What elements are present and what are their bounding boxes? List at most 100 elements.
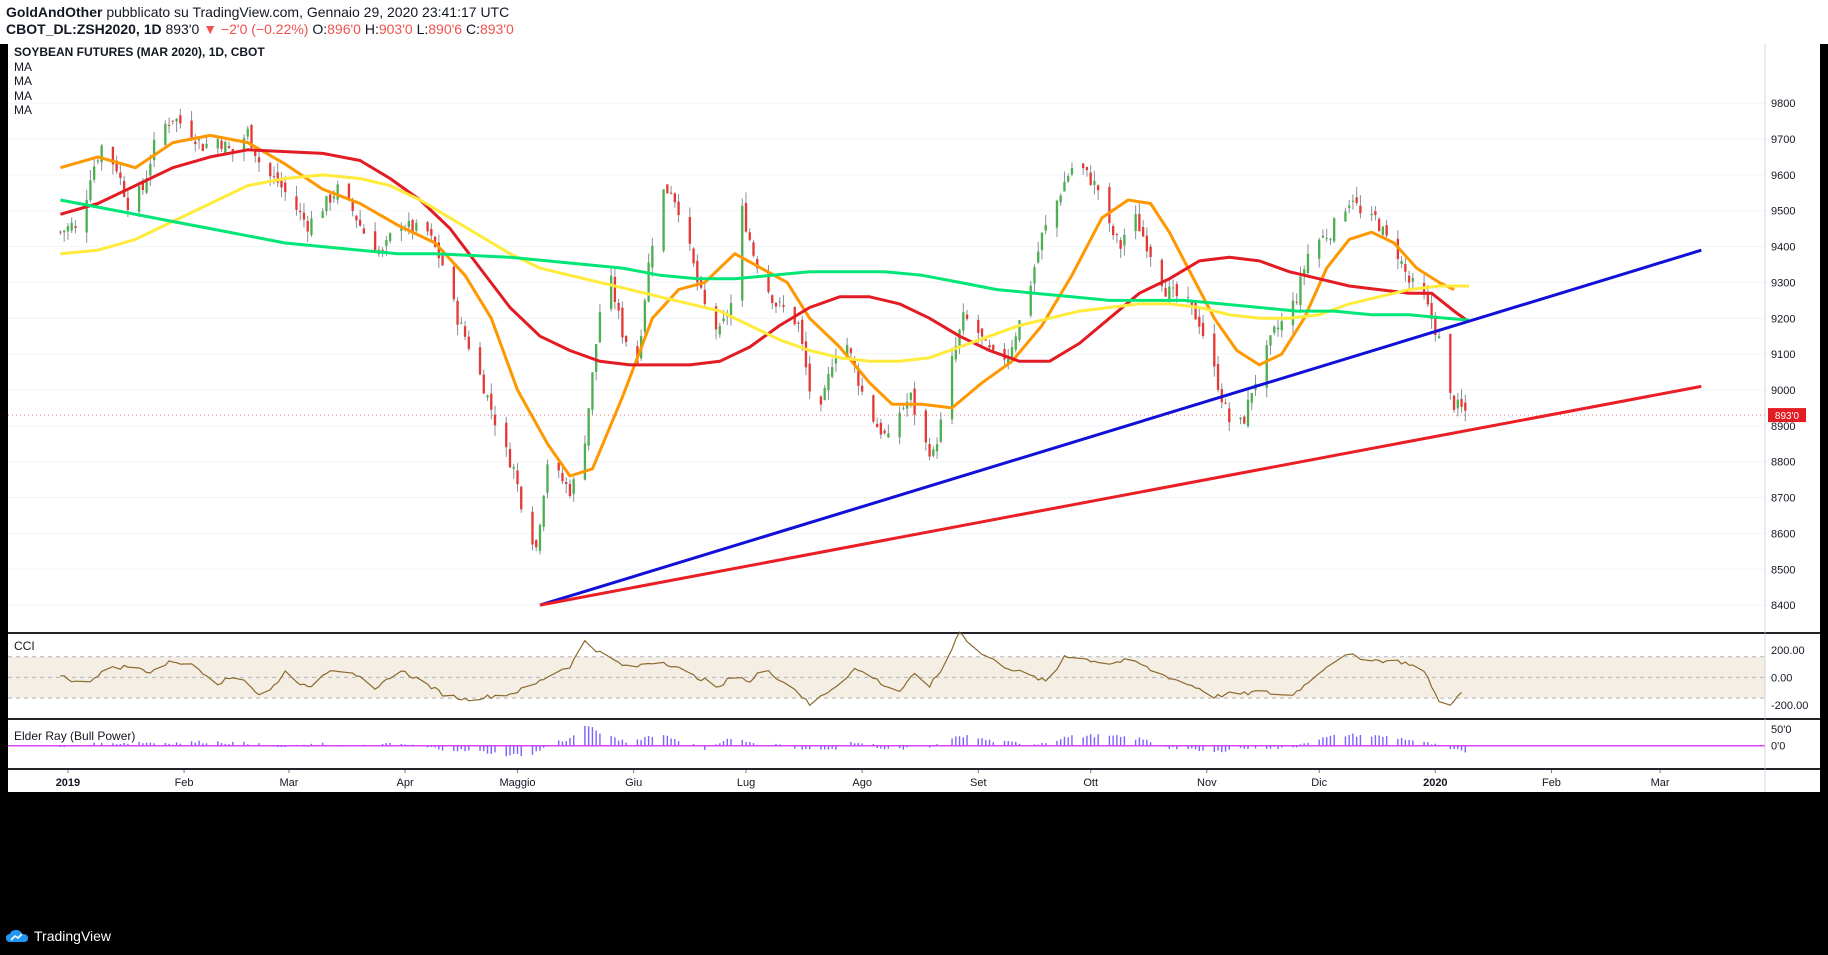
- candle-body: [490, 393, 493, 410]
- candle-body: [276, 172, 279, 183]
- candle-body: [1141, 227, 1145, 237]
- candle-body: [1299, 276, 1302, 306]
- candle-body: [823, 387, 826, 400]
- candle-body: [1377, 218, 1381, 232]
- cci-series-line: [60, 631, 1463, 707]
- publish-info: GoldAndOther pubblicato su TradingView.c…: [6, 4, 509, 20]
- candle-body: [1374, 211, 1377, 216]
- candle-body: [1359, 205, 1362, 214]
- ma-legend-4[interactable]: MA: [14, 103, 32, 117]
- trendline: [539, 248, 1702, 607]
- candle-body: [190, 120, 193, 139]
- candle-body: [1216, 363, 1220, 390]
- candle-body: [535, 540, 538, 548]
- candle-body: [568, 483, 572, 497]
- price-pane-title: SOYBEAN FUTURES (MAR 2020), 1D, CBOT: [14, 45, 265, 59]
- candle-body: [280, 180, 283, 188]
- candle-body: [1430, 303, 1433, 319]
- trendline: [539, 384, 1702, 607]
- candle-body: [145, 178, 148, 193]
- candle-body: [1228, 408, 1231, 423]
- candle-body: [332, 196, 336, 199]
- candle-body: [662, 189, 665, 251]
- candle-body: [1404, 264, 1407, 272]
- candle-body: [59, 231, 62, 233]
- candle-body: [1400, 260, 1403, 265]
- price-tick-label: 9100: [1771, 349, 1795, 361]
- price-change: −2'0 (−0.22%): [220, 21, 309, 37]
- price-tick-label: 9800: [1771, 98, 1795, 110]
- candle-body: [463, 326, 467, 337]
- candle-body: [1082, 163, 1085, 169]
- candle-body: [467, 336, 470, 349]
- candle-body: [692, 248, 695, 264]
- candle-body: [493, 414, 497, 426]
- candle-body: [1115, 234, 1119, 236]
- candle-body: [1044, 224, 1047, 231]
- candle-body: [1291, 300, 1295, 326]
- last-price: 893'0: [165, 21, 200, 37]
- time-tick-label: Nov: [1197, 777, 1217, 789]
- candle-body: [546, 464, 549, 493]
- candle-body: [988, 344, 991, 348]
- candle-body: [1014, 336, 1017, 350]
- candle-body: [373, 231, 377, 252]
- candle-body: [437, 242, 440, 259]
- candle-body: [1355, 197, 1358, 203]
- candle-body: [411, 219, 414, 232]
- price-pane-bg: [8, 44, 1820, 632]
- candle-body: [242, 137, 246, 152]
- price-tick-label: 8900: [1771, 421, 1795, 433]
- candle-body: [1449, 333, 1452, 393]
- candle-body: [505, 422, 508, 448]
- low-value: 890'6: [428, 21, 463, 37]
- candle-body: [1055, 200, 1059, 228]
- candle-body: [1325, 237, 1328, 239]
- candle-body: [595, 344, 598, 372]
- candle-body: [122, 180, 126, 197]
- candle-body: [269, 163, 272, 177]
- last-price-tag-label: 893'0: [1775, 411, 1800, 422]
- tradingview-brand: TradingView: [34, 928, 112, 944]
- open-value: 896'0: [327, 21, 361, 37]
- author-name[interactable]: GoldAndOther: [6, 4, 103, 20]
- close-label: C:: [465, 21, 480, 37]
- candle-body: [355, 215, 358, 221]
- candle-body: [400, 228, 403, 232]
- candle-body: [703, 289, 706, 304]
- candle-body: [347, 183, 351, 200]
- candle-body: [415, 222, 418, 231]
- candle-body: [426, 222, 429, 232]
- candlestick-series: [59, 108, 1467, 555]
- candle-body: [718, 326, 721, 335]
- ma-legend-2[interactable]: MA: [14, 74, 32, 88]
- price-tick-label: 9600: [1771, 170, 1795, 182]
- candle-body: [63, 230, 66, 233]
- candle-body: [201, 144, 204, 151]
- candle-body: [325, 196, 328, 212]
- candle-body: [677, 201, 680, 216]
- cci-tick-label: 200.00: [1771, 645, 1805, 657]
- candle-body: [152, 140, 156, 161]
- chart-canvas[interactable]: 9800 9700 9600 9500 9400 9300 9200 9100 9000 8900…: [0, 44, 1828, 920]
- candle-body: [1348, 205, 1351, 208]
- candle-body: [1243, 416, 1246, 424]
- candle-body: [669, 192, 673, 194]
- candle-body: [767, 272, 770, 292]
- tradingview-cloud-icon: [6, 930, 28, 942]
- time-tick-label: 2020: [1423, 777, 1447, 789]
- candle-body: [1239, 417, 1242, 420]
- candle-body: [66, 226, 70, 232]
- ma-legend-3[interactable]: MA: [14, 89, 32, 103]
- candle-body: [531, 511, 534, 545]
- elder-title[interactable]: Elder Ray (Bull Power): [14, 729, 135, 743]
- ma-legend-1[interactable]: MA: [14, 60, 32, 74]
- candle-body: [1306, 253, 1310, 274]
- candle-body: [1033, 267, 1036, 284]
- candle-body: [175, 118, 178, 122]
- candle-body: [980, 328, 984, 337]
- candle-body: [1070, 168, 1074, 175]
- tradingview-logo[interactable]: TradingView: [6, 928, 111, 944]
- cci-title[interactable]: CCI: [14, 639, 35, 653]
- candle-body: [587, 408, 590, 446]
